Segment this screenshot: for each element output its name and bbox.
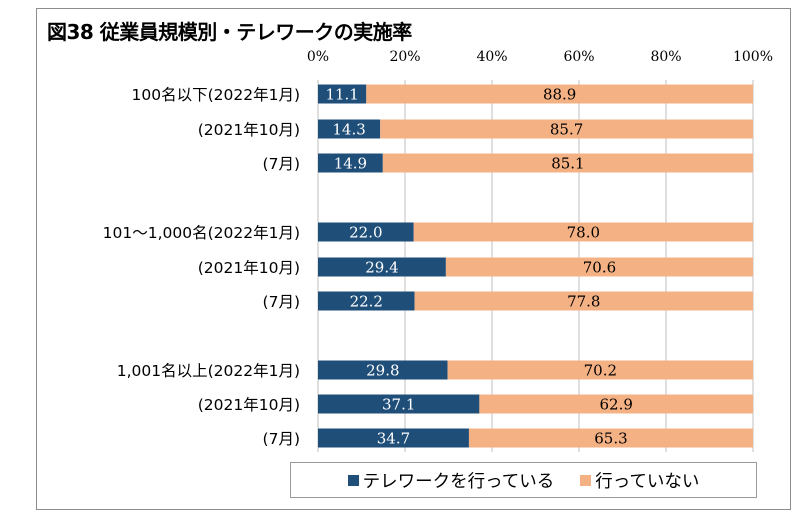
bar-telework (318, 257, 446, 277)
category-label: (7月) (263, 293, 300, 311)
bar-telework (318, 428, 469, 448)
data-label-telework: 34.7 (377, 430, 410, 448)
legend-item-telework: テレワークを行っている (347, 468, 555, 493)
data-label-not-telework: 70.6 (583, 259, 616, 277)
category-labels: 100名以下(2022年1月) (2021年10月) (7月) 101～1,000名(… (103, 86, 300, 448)
bar-telework (318, 222, 414, 242)
bar-not-telework (382, 153, 753, 173)
x-axis-ticks: 0% 20% 40% 60% 80% 100% (307, 49, 773, 65)
x-tick-label: 40% (476, 49, 507, 65)
x-tick-label: 0% (307, 49, 329, 65)
legend: テレワークを行っている 行っていない (290, 462, 757, 498)
bar-not-telework (366, 84, 753, 104)
bar-not-telework (479, 394, 753, 414)
data-label-not-telework: 62.9 (599, 396, 632, 414)
bar-telework (318, 291, 415, 311)
bar-telework (318, 153, 383, 173)
data-label-not-telework: 88.9 (543, 86, 576, 104)
bar-telework (318, 394, 480, 414)
data-label-telework: 22.0 (349, 224, 382, 242)
data-label-telework: 29.4 (365, 259, 398, 277)
data-label-not-telework: 77.8 (567, 293, 600, 311)
bar-not-telework (468, 428, 753, 448)
legend-swatch-not-telework (580, 474, 592, 486)
bar-not-telework (414, 291, 753, 311)
bar-telework (318, 119, 381, 139)
category-label: (2021年10月) (198, 259, 300, 277)
data-label-telework: 22.2 (350, 293, 383, 311)
chart-title: 図38 従業員規模別・テレワークの実施率 (47, 20, 412, 44)
bar-telework (318, 360, 448, 380)
legend-swatch-telework (347, 474, 359, 486)
data-label-not-telework: 85.7 (550, 121, 583, 139)
data-label-not-telework: 85.1 (551, 155, 584, 173)
x-tick-label: 100% (733, 49, 773, 65)
data-label-telework: 37.1 (382, 396, 415, 414)
chart-frame (36, 8, 791, 510)
data-label-telework: 11.1 (325, 86, 358, 104)
bar-not-telework (413, 222, 753, 242)
data-label-not-telework: 70.2 (584, 362, 617, 380)
category-label: (2021年10月) (198, 121, 300, 139)
bar-telework (318, 84, 367, 104)
category-label: 100名以下(2022年1月) (132, 86, 301, 104)
bar-not-telework (445, 257, 753, 277)
data-label-telework: 14.9 (334, 155, 367, 173)
data-label-telework: 14.3 (332, 121, 365, 139)
category-label: 101～1,000名(2022年1月) (103, 224, 300, 242)
data-label-not-telework: 65.3 (594, 430, 627, 448)
data-label-telework: 29.8 (366, 362, 399, 380)
bars (318, 84, 753, 448)
bar-not-telework (380, 119, 753, 139)
data-labels: 11.1 88.9 14.3 85.7 14.9 85.1 22.0 78.0 29.4 70.6… (325, 86, 632, 448)
bar-not-telework (447, 360, 753, 380)
category-label: 1,001名以上(2022年1月) (117, 362, 300, 380)
x-tick-label: 60% (563, 49, 594, 65)
legend-label-telework: テレワークを行っている (362, 471, 555, 492)
legend-item-not-telework: 行っていない (580, 468, 699, 493)
x-tick-label: 80% (650, 49, 681, 65)
category-label: (7月) (263, 430, 300, 448)
legend-label-not-telework: 行っていない (595, 471, 700, 492)
category-label: (2021年10月) (198, 396, 300, 414)
x-tick-label: 20% (389, 49, 420, 65)
data-label-not-telework: 78.0 (567, 224, 600, 242)
category-label: (7月) (263, 155, 300, 173)
